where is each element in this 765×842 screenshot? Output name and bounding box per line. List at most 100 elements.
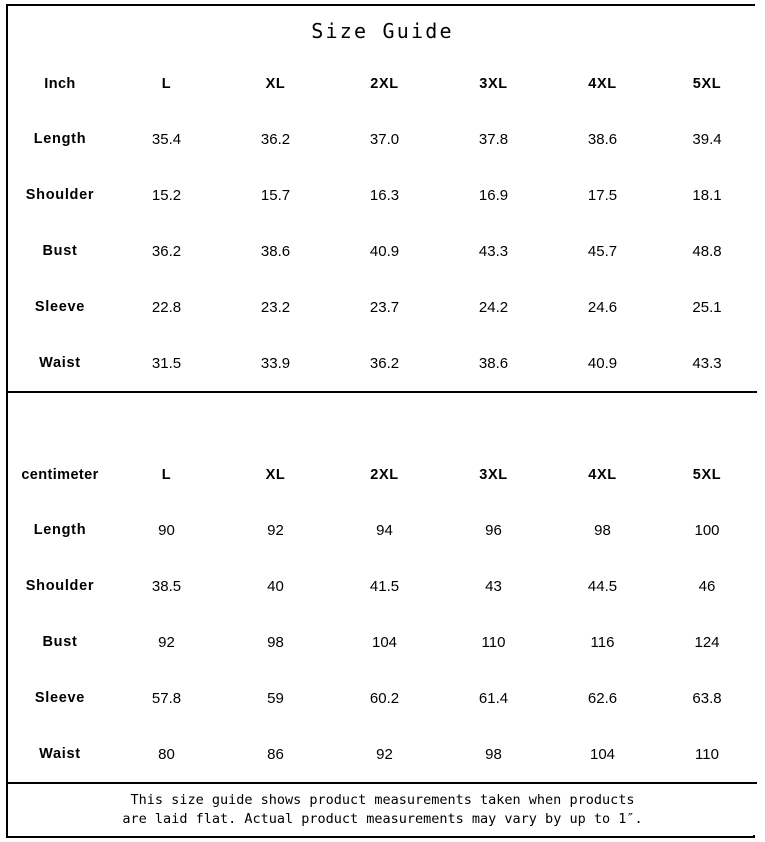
- inch-shoulder-2xl: 16.3: [330, 167, 439, 223]
- page-title-cell: Size Guide: [8, 6, 758, 57]
- inch-col-header-l: L: [112, 57, 221, 111]
- table-row: Shoulder 38.5 40 41.5 43 44.5 46: [8, 558, 758, 614]
- inch-shoulder-4xl: 17.5: [548, 167, 657, 223]
- cm-waist-3xl: 98: [439, 726, 548, 784]
- cm-row-label-sleeve: Sleeve: [8, 670, 112, 726]
- inch-bust-5xl: 48.8: [657, 223, 758, 279]
- table-row: Waist 31.5 33.9 36.2 38.6 40.9 43.3: [8, 335, 758, 393]
- cm-waist-l: 80: [112, 726, 221, 784]
- cm-shoulder-4xl: 44.5: [548, 558, 657, 614]
- cm-col-header-5xl: 5XL: [657, 448, 758, 502]
- cm-waist-2xl: 92: [330, 726, 439, 784]
- table-row: Length 90 92 94 96 98 100: [8, 502, 758, 558]
- inch-waist-5xl: 43.3: [657, 335, 758, 393]
- inch-sleeve-5xl: 25.1: [657, 279, 758, 335]
- inch-length-3xl: 37.8: [439, 111, 548, 167]
- title-row: Size Guide: [8, 6, 758, 57]
- inch-waist-4xl: 40.9: [548, 335, 657, 393]
- cm-col-header-2xl: 2XL: [330, 448, 439, 502]
- cm-col-header-xl: XL: [221, 448, 330, 502]
- inch-shoulder-5xl: 18.1: [657, 167, 758, 223]
- footnote-text: This size guide shows product measuremen…: [122, 791, 643, 827]
- cm-waist-xl: 86: [221, 726, 330, 784]
- cm-length-xl: 92: [221, 502, 330, 558]
- inch-row-label-bust: Bust: [8, 223, 112, 279]
- cm-row-label-bust: Bust: [8, 614, 112, 670]
- inch-waist-xl: 33.9: [221, 335, 330, 393]
- inch-sleeve-l: 22.8: [112, 279, 221, 335]
- inch-waist-2xl: 36.2: [330, 335, 439, 393]
- cm-length-2xl: 94: [330, 502, 439, 558]
- inch-length-4xl: 38.6: [548, 111, 657, 167]
- inch-waist-l: 31.5: [112, 335, 221, 393]
- inch-col-header-3xl: 3XL: [439, 57, 548, 111]
- inch-row-label-length: Length: [8, 111, 112, 167]
- inch-bust-xl: 38.6: [221, 223, 330, 279]
- inch-sleeve-4xl: 24.6: [548, 279, 657, 335]
- inch-header-row: Inch L XL 2XL 3XL 4XL 5XL: [8, 57, 758, 111]
- cm-col-header-4xl: 4XL: [548, 448, 657, 502]
- inch-length-l: 35.4: [112, 111, 221, 167]
- table-row: Length 35.4 36.2 37.0 37.8 38.6 39.4: [8, 111, 758, 167]
- footnote-cell: This size guide shows product measuremen…: [8, 783, 758, 835]
- table-row: Waist 80 86 92 98 104 110: [8, 726, 758, 784]
- inch-length-5xl: 39.4: [657, 111, 758, 167]
- cm-length-4xl: 98: [548, 502, 657, 558]
- table-separator-cell: [8, 392, 758, 448]
- inch-shoulder-l: 15.2: [112, 167, 221, 223]
- cm-bust-xl: 98: [221, 614, 330, 670]
- inch-unit-label: Inch: [8, 57, 112, 111]
- inch-sleeve-xl: 23.2: [221, 279, 330, 335]
- cm-col-header-l: L: [112, 448, 221, 502]
- inch-waist-3xl: 38.6: [439, 335, 548, 393]
- cm-bust-l: 92: [112, 614, 221, 670]
- cm-row-label-shoulder: Shoulder: [8, 558, 112, 614]
- cm-length-l: 90: [112, 502, 221, 558]
- cm-shoulder-3xl: 43: [439, 558, 548, 614]
- cm-sleeve-5xl: 63.8: [657, 670, 758, 726]
- inch-col-header-xl: XL: [221, 57, 330, 111]
- cm-length-3xl: 96: [439, 502, 548, 558]
- inch-shoulder-3xl: 16.9: [439, 167, 548, 223]
- cm-sleeve-xl: 59: [221, 670, 330, 726]
- inch-bust-4xl: 45.7: [548, 223, 657, 279]
- inch-col-header-2xl: 2XL: [330, 57, 439, 111]
- inch-sleeve-2xl: 23.7: [330, 279, 439, 335]
- cm-shoulder-l: 38.5: [112, 558, 221, 614]
- table-row: Bust 36.2 38.6 40.9 43.3 45.7 48.8: [8, 223, 758, 279]
- cm-length-5xl: 100: [657, 502, 758, 558]
- inch-bust-3xl: 43.3: [439, 223, 548, 279]
- table-row: Sleeve 22.8 23.2 23.7 24.2 24.6 25.1: [8, 279, 758, 335]
- cm-bust-5xl: 124: [657, 614, 758, 670]
- centimeter-header-row: centimeter L XL 2XL 3XL 4XL 5XL: [8, 448, 758, 502]
- cm-waist-4xl: 104: [548, 726, 657, 784]
- inch-col-header-5xl: 5XL: [657, 57, 758, 111]
- table-separator-row: [8, 392, 758, 448]
- size-guide-table: Size Guide Inch L XL 2XL 3XL 4XL 5XL Len…: [8, 6, 758, 835]
- cm-col-header-3xl: 3XL: [439, 448, 548, 502]
- centimeter-unit-label: centimeter: [8, 448, 112, 502]
- cm-sleeve-l: 57.8: [112, 670, 221, 726]
- cm-sleeve-2xl: 60.2: [330, 670, 439, 726]
- inch-sleeve-3xl: 24.2: [439, 279, 548, 335]
- inch-bust-l: 36.2: [112, 223, 221, 279]
- inch-shoulder-xl: 15.7: [221, 167, 330, 223]
- cm-bust-2xl: 104: [330, 614, 439, 670]
- table-row: Shoulder 15.2 15.7 16.3 16.9 17.5 18.1: [8, 167, 758, 223]
- cm-bust-3xl: 110: [439, 614, 548, 670]
- inch-length-2xl: 37.0: [330, 111, 439, 167]
- footnote-row: This size guide shows product measuremen…: [8, 783, 758, 835]
- cm-shoulder-5xl: 46: [657, 558, 758, 614]
- inch-col-header-4xl: 4XL: [548, 57, 657, 111]
- cm-row-label-length: Length: [8, 502, 112, 558]
- page-title: Size Guide: [311, 18, 454, 43]
- cm-waist-5xl: 110: [657, 726, 758, 784]
- cm-sleeve-3xl: 61.4: [439, 670, 548, 726]
- inch-bust-2xl: 40.9: [330, 223, 439, 279]
- cm-shoulder-xl: 40: [221, 558, 330, 614]
- inch-row-label-sleeve: Sleeve: [8, 279, 112, 335]
- cm-sleeve-4xl: 62.6: [548, 670, 657, 726]
- inch-row-label-shoulder: Shoulder: [8, 167, 112, 223]
- cm-row-label-waist: Waist: [8, 726, 112, 784]
- table-row: Sleeve 57.8 59 60.2 61.4 62.6 63.8: [8, 670, 758, 726]
